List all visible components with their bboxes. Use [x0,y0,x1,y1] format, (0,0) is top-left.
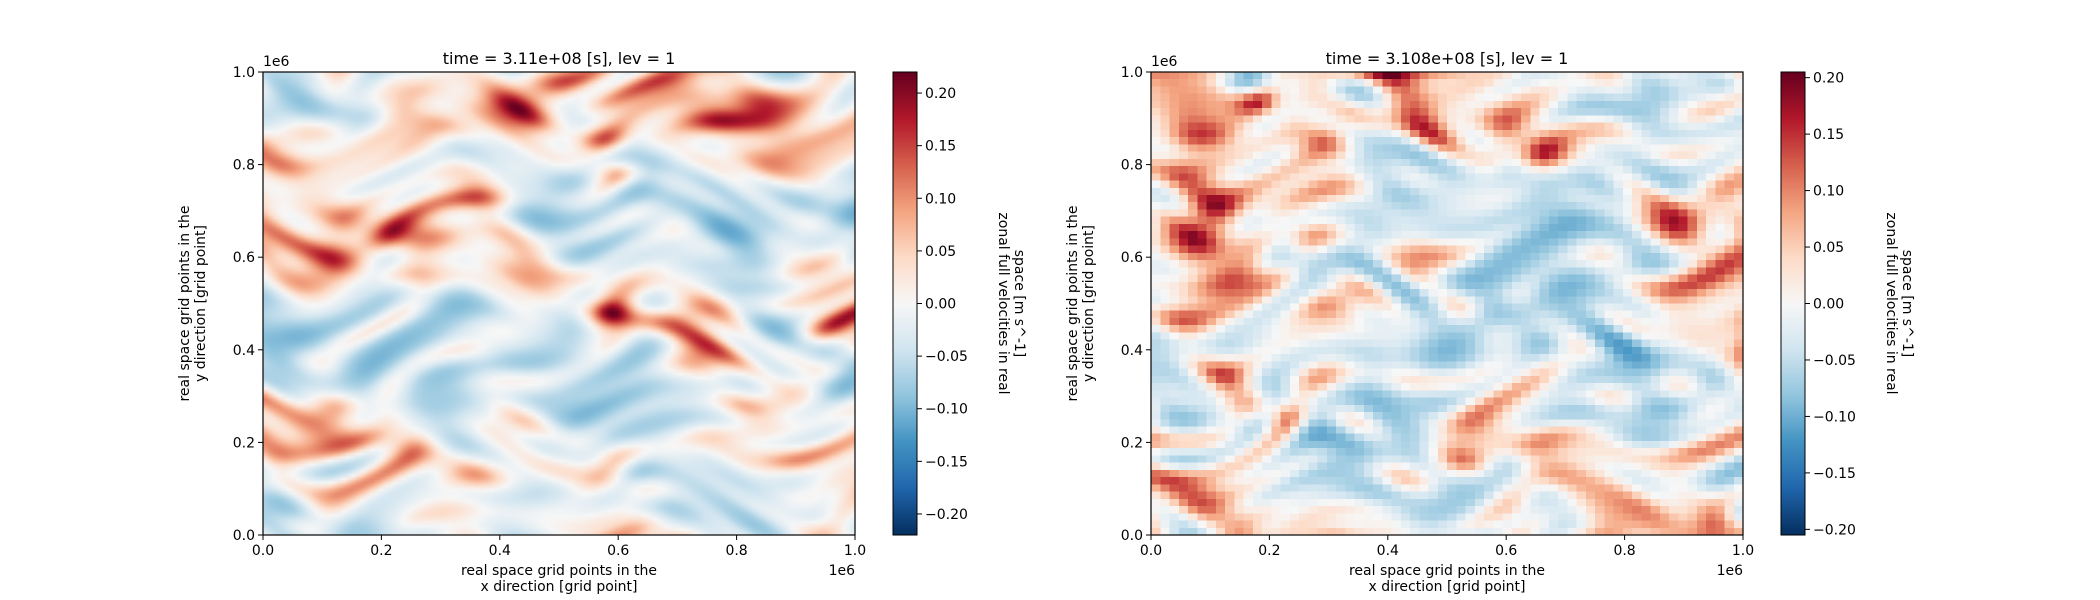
chart-panel-1: time = 3.11e+08 [s], lev = 1 0.0 0.2 0.4 0.6… [177,49,1027,595]
chart-title: time = 3.108e+08 [s], lev = 1 [1326,49,1569,68]
colorbar-tick-label: −0.15 [925,454,968,470]
y-axis-label: real space grid points in the [177,205,193,401]
x-offset-label: 1e6 [1717,563,1744,579]
x-offset-label: 1e6 [829,563,856,579]
y-axis-label: y direction [grid point] [193,225,209,382]
y-tick-label: 0.4 [233,343,255,359]
x-tick-label: 0.4 [1377,543,1399,559]
colorbar-tick-label: 0.20 [925,86,956,102]
y-axis-label: y direction [grid point] [1081,225,1097,382]
y-tick-label: 1.0 [1121,65,1143,81]
x-tick-label: 0.2 [370,543,392,559]
colorbar-tick-label: −0.20 [1813,522,1856,538]
colorbar-tick-label: −0.05 [925,349,968,365]
y-tick-label: 0.6 [1121,250,1143,266]
colorbar-tick-label: 0.10 [925,191,956,207]
plot-frame [262,71,856,536]
x-tick-label: 0.2 [1258,543,1280,559]
y-tick-label: 0.0 [1121,528,1143,544]
colorbar-tick-label: 0.05 [1813,240,1844,256]
chart-title: time = 3.11e+08 [s], lev = 1 [443,49,676,68]
y-offset-label: 1e6 [1151,54,1178,70]
x-tick-label: 0.6 [1495,543,1517,559]
x-axis-label: x direction [grid point] [480,579,637,595]
colorbar-tick-label: 0.00 [1813,297,1844,313]
chart-panel-2: time = 3.108e+08 [s], lev = 1 0.0 0.2 0.4 0.… [1065,49,1915,595]
y-offset-label: 1e6 [263,54,290,70]
x-tick-label: 0.6 [607,543,629,559]
heatmap-image [263,72,855,535]
colorbar-tick-label: −0.10 [1813,409,1856,425]
colorbar-tick-label: −0.10 [925,402,968,418]
y-axis-label: real space grid points in the [1065,205,1081,401]
y-tick-label: 0.4 [1121,343,1143,359]
colorbar-label: space [m s^-1] [1899,250,1915,358]
x-tick-label: 1.0 [844,543,866,559]
colorbar-tick-label: −0.15 [1813,466,1856,482]
y-tick-label: 0.8 [1121,158,1143,174]
x-tick-label: 0.8 [725,543,747,559]
x-tick-label: 0.4 [489,543,511,559]
colorbar-tick-label: 0.00 [925,297,956,313]
colorbar-tick-label: 0.15 [925,139,956,155]
colorbar-tick-label: −0.20 [925,507,968,523]
colorbar-label: zonal full velocities in real [995,212,1011,394]
y-tick-label: 0.0 [233,528,255,544]
plot-frame [1150,71,1744,536]
x-tick-label: 1.0 [1732,543,1754,559]
colorbar-tick-label: 0.20 [1813,71,1844,87]
colorbar-tick-label: 0.10 [1813,184,1844,200]
x-tick-label: 0.0 [1140,543,1162,559]
colorbar-tick-label: 0.15 [1813,127,1844,143]
x-axis-label: real space grid points in the [461,563,657,579]
colorbar-label: zonal full velocities in real [1883,212,1899,394]
colorbar-tick-label: −0.05 [1813,353,1856,369]
y-tick-label: 0.2 [1121,435,1143,451]
y-tick-label: 0.2 [233,435,255,451]
colorbar-gradient [893,72,917,535]
x-axis-label: x direction [grid point] [1368,579,1525,595]
colorbar-gradient [1781,72,1805,535]
x-axis-label: real space grid points in the [1349,563,1545,579]
heatmap-image [1151,72,1743,535]
colorbar-label: space [m s^-1] [1011,250,1027,358]
y-tick-label: 1.0 [233,65,255,81]
x-tick-label: 0.0 [252,543,274,559]
y-tick-label: 0.8 [233,158,255,174]
x-tick-label: 0.8 [1613,543,1635,559]
colorbar-tick-label: 0.05 [925,244,956,260]
y-tick-label: 0.6 [233,250,255,266]
